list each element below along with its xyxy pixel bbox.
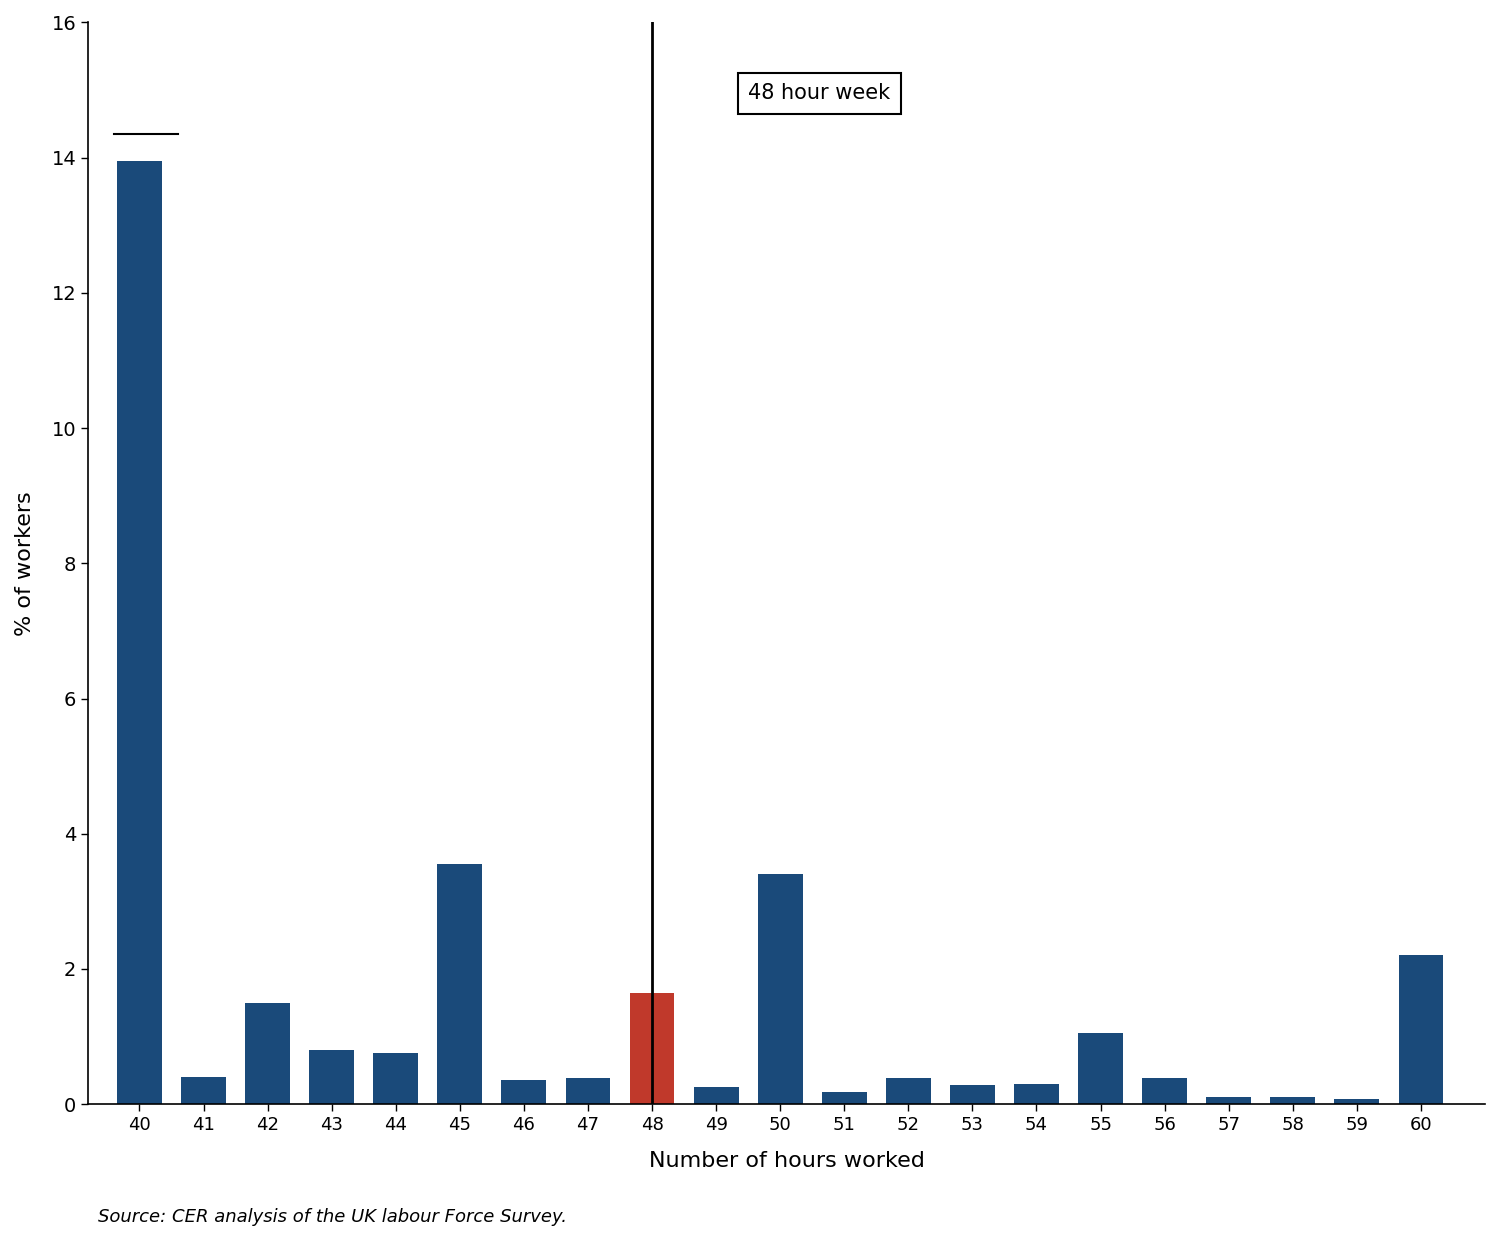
Bar xyxy=(1335,1098,1380,1104)
Bar xyxy=(1206,1097,1251,1104)
Bar xyxy=(244,1002,290,1104)
Text: Source: CER analysis of the UK labour Force Survey.: Source: CER analysis of the UK labour Fo… xyxy=(98,1208,567,1226)
Bar xyxy=(886,1078,932,1104)
Bar xyxy=(950,1086,994,1104)
Bar xyxy=(630,992,675,1104)
Bar xyxy=(182,1077,226,1104)
Bar xyxy=(117,161,162,1104)
Y-axis label: % of workers: % of workers xyxy=(15,490,34,635)
Text: 48 hour week: 48 hour week xyxy=(748,84,891,104)
Bar xyxy=(1398,956,1443,1104)
Bar xyxy=(1014,1083,1059,1104)
Bar xyxy=(693,1087,738,1104)
Bar xyxy=(1142,1078,1186,1104)
Bar xyxy=(822,1092,867,1104)
Bar xyxy=(501,1081,546,1104)
Bar xyxy=(758,875,802,1104)
X-axis label: Number of hours worked: Number of hours worked xyxy=(648,1151,924,1171)
Bar xyxy=(1078,1033,1124,1104)
Bar xyxy=(309,1050,354,1104)
Bar xyxy=(1270,1097,1316,1104)
Bar xyxy=(438,864,483,1104)
Bar xyxy=(566,1078,610,1104)
Bar xyxy=(374,1053,419,1104)
